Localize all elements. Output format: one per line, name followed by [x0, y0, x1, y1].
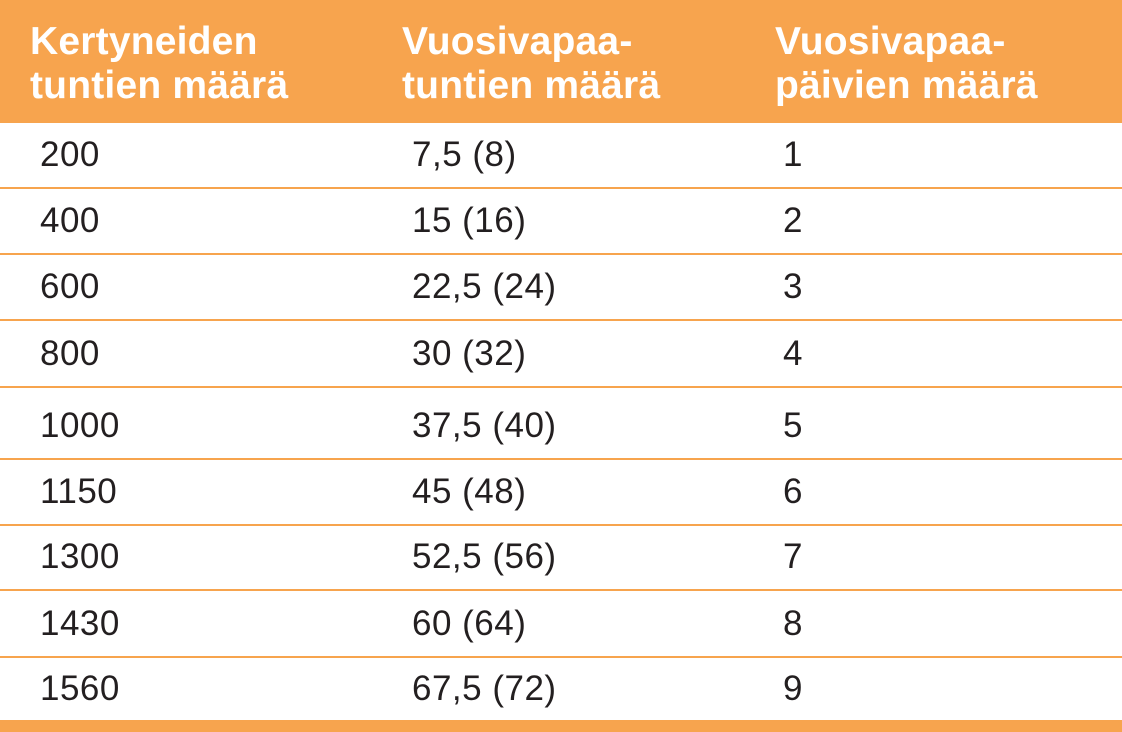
accrued-hours-cell: 1560 [40, 669, 120, 708]
table-row: 600 22,5 (24) 3 [0, 255, 1122, 321]
vacation-hours-cell: 22,5 (24) [412, 267, 557, 306]
vacation-days-cell: 7 [783, 537, 803, 576]
table-row: 800 30 (32) 4 [0, 322, 1122, 388]
vacation-hours-cell: 37,5 (40) [412, 406, 557, 445]
vacation-days-cell: 9 [783, 669, 803, 708]
vacation-hours-cell: 45 (48) [412, 472, 527, 511]
accrued-hours-cell: 800 [40, 334, 100, 373]
accrued-hours-cell: 1000 [40, 406, 120, 445]
vacation-days-cell: 1 [783, 135, 803, 174]
vacation-days-cell: 3 [783, 267, 803, 306]
accrued-hours-cell: 1430 [40, 604, 120, 643]
table-header: Kertyneiden tuntien määrä Vuosivapaa- tu… [0, 0, 1122, 123]
accrued-hours-cell: 1300 [40, 537, 120, 576]
vacation-hours-cell: 15 (16) [412, 201, 527, 240]
table-row: 400 15 (16) 2 [0, 189, 1122, 255]
column-header-vacation-hours: Vuosivapaa- tuntien määrä [402, 20, 661, 107]
column-header-vacation-days: Vuosivapaa- päivien määrä [775, 20, 1038, 107]
accrued-hours-cell: 400 [40, 201, 100, 240]
table-bottom-rule [0, 720, 1122, 732]
table-row: 1430 60 (64) 8 [0, 592, 1122, 658]
vacation-days-cell: 5 [783, 406, 803, 445]
accrued-hours-cell: 600 [40, 267, 100, 306]
table-row: 1560 67,5 (72) 9 [0, 657, 1122, 723]
vacation-days-cell: 2 [783, 201, 803, 240]
table-row: 1000 37,5 (40) 5 [0, 394, 1122, 460]
vacation-days-cell: 4 [783, 334, 803, 373]
accrued-hours-cell: 200 [40, 135, 100, 174]
vacation-hours-cell: 30 (32) [412, 334, 527, 373]
vacation-hours-cell: 67,5 (72) [412, 669, 557, 708]
column-header-accrued-hours: Kertyneiden tuntien määrä [30, 20, 289, 107]
vacation-hours-cell: 52,5 (56) [412, 537, 557, 576]
vacation-days-cell: 8 [783, 604, 803, 643]
vacation-hours-cell: 60 (64) [412, 604, 527, 643]
vacation-hours-cell: 7,5 (8) [412, 135, 517, 174]
table-row: 200 7,5 (8) 1 [0, 123, 1122, 189]
vacation-days-cell: 6 [783, 472, 803, 511]
table-row: 1150 45 (48) 6 [0, 460, 1122, 526]
table-row: 1300 52,5 (56) 7 [0, 525, 1122, 591]
accrued-hours-cell: 1150 [40, 472, 118, 511]
